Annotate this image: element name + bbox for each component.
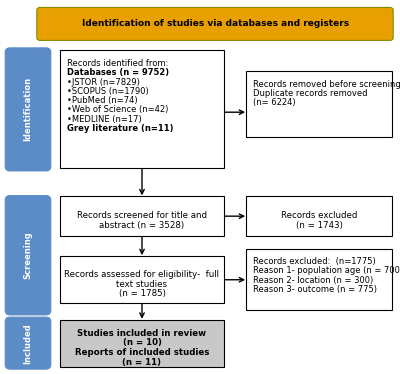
Text: •PubMed (n=74): •PubMed (n=74) (67, 96, 138, 105)
FancyBboxPatch shape (60, 50, 224, 168)
Text: Identification of studies via databases and registers: Identification of studies via databases … (82, 19, 349, 28)
FancyBboxPatch shape (5, 196, 51, 315)
Text: Included: Included (24, 323, 32, 364)
Text: •Web of Science (n=42): •Web of Science (n=42) (67, 105, 168, 114)
Text: (n = 1743): (n = 1743) (296, 221, 342, 230)
Text: Reports of included studies: Reports of included studies (75, 348, 209, 357)
Text: Reason 1- population age (n = 700): Reason 1- population age (n = 700) (253, 267, 400, 276)
Text: (n = 11): (n = 11) (122, 358, 162, 367)
Text: •SCOPUS (n=1790): •SCOPUS (n=1790) (67, 87, 148, 96)
Text: Records excluded:  (n=1775): Records excluded: (n=1775) (253, 257, 376, 266)
Text: (n = 10): (n = 10) (122, 338, 162, 347)
Text: •MEDLINE (n=17): •MEDLINE (n=17) (67, 115, 142, 124)
Text: Reason 2- location (n = 300): Reason 2- location (n = 300) (253, 276, 373, 285)
Text: Grey literature (n=11): Grey literature (n=11) (67, 124, 173, 133)
FancyBboxPatch shape (246, 196, 392, 236)
Text: Duplicate records removed: Duplicate records removed (253, 89, 367, 98)
Text: Screening: Screening (24, 232, 32, 279)
Text: (n = 1785): (n = 1785) (118, 289, 166, 298)
Text: Records identified from:: Records identified from: (67, 59, 168, 68)
Text: Identification: Identification (24, 77, 32, 141)
Text: Records excluded: Records excluded (281, 211, 357, 220)
Text: text studies: text studies (116, 280, 168, 289)
Text: Records screened for title and: Records screened for title and (77, 211, 207, 220)
FancyBboxPatch shape (5, 48, 51, 171)
FancyBboxPatch shape (246, 71, 392, 137)
Text: Databases (n = 9752): Databases (n = 9752) (67, 68, 169, 77)
Text: abstract (n = 3528): abstract (n = 3528) (100, 221, 184, 230)
Text: Records assessed for eligibility-  full: Records assessed for eligibility- full (64, 270, 220, 279)
Text: Reason 3- outcome (n = 775): Reason 3- outcome (n = 775) (253, 285, 377, 294)
FancyBboxPatch shape (5, 317, 51, 369)
Text: Records removed before screening:: Records removed before screening: (253, 80, 400, 89)
FancyBboxPatch shape (60, 196, 224, 236)
Text: •JSTOR (n=7829): •JSTOR (n=7829) (67, 77, 140, 86)
FancyBboxPatch shape (60, 256, 224, 303)
FancyBboxPatch shape (37, 7, 393, 40)
Text: (n= 6224): (n= 6224) (253, 98, 296, 107)
Text: Studies included in review: Studies included in review (78, 329, 206, 338)
FancyBboxPatch shape (60, 320, 224, 367)
FancyBboxPatch shape (246, 249, 392, 310)
